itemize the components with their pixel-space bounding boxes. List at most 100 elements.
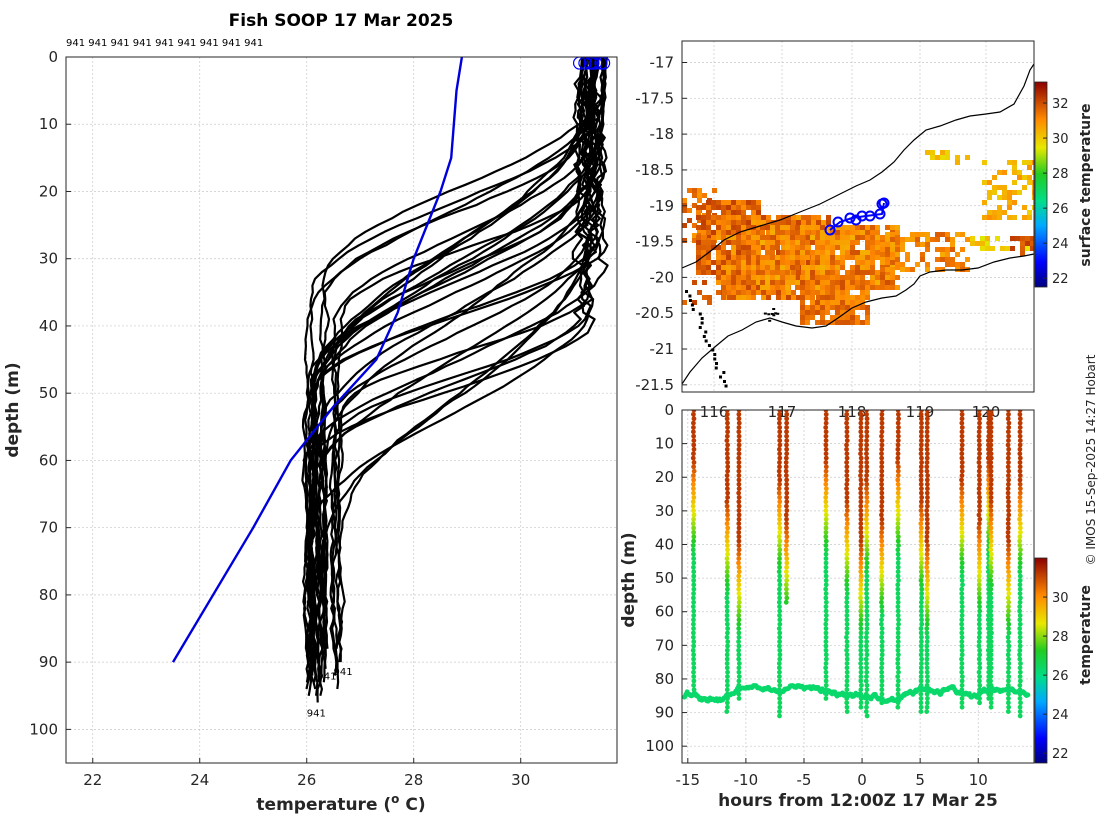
sst-pixel: [796, 275, 801, 280]
island: [722, 371, 726, 374]
section-point: [777, 499, 783, 505]
section-point: [777, 556, 782, 561]
section-point: [736, 634, 742, 640]
sst-pixel: [1020, 236, 1025, 241]
section-point: [823, 547, 829, 553]
sst-pixel: [785, 265, 790, 270]
island: [702, 335, 706, 338]
section-point: [924, 634, 930, 640]
section-point: [858, 604, 864, 610]
sst-pixel: [840, 265, 845, 270]
section-point: [925, 543, 930, 548]
section-point: [777, 608, 783, 614]
section-point: [1006, 647, 1012, 653]
section-point: [1017, 696, 1023, 701]
section-point: [1006, 508, 1011, 513]
sst-pixel: [721, 245, 726, 250]
sst-pixel: [760, 275, 765, 280]
section-point: [918, 674, 924, 679]
sst-pixel: [880, 270, 885, 275]
section-point: [864, 556, 869, 561]
sst-pixel: [706, 230, 711, 235]
sst-pixel: [776, 290, 781, 295]
section-point: [858, 621, 864, 627]
sst-pixel: [870, 265, 875, 270]
sst-pixel: [785, 270, 790, 275]
y-tick-label: 80: [39, 586, 58, 604]
sst-pixel: [950, 262, 955, 267]
section-point: [918, 700, 924, 706]
sst-pixel: [885, 225, 890, 230]
section-point: [924, 652, 930, 658]
section-point: [919, 420, 924, 426]
sst-pixel: [965, 155, 970, 160]
sst-pixel: [811, 255, 816, 260]
x-axis-label: temperature (o C): [256, 792, 425, 815]
sst-pixel: [765, 275, 770, 280]
sst-pixel: [925, 150, 930, 155]
sst-pixel: [900, 237, 905, 242]
sst-pixel: [696, 235, 701, 240]
sst-pixel: [945, 257, 950, 262]
island: [715, 362, 719, 365]
sst-pixel: [815, 285, 820, 290]
section-point: [976, 455, 982, 461]
sst-pixel: [982, 160, 987, 165]
section-point: [844, 704, 850, 710]
section-point: [783, 582, 789, 588]
sst-pixel: [970, 236, 975, 241]
section-point: [925, 578, 930, 583]
section-point: [1025, 692, 1031, 698]
section-point: [1018, 547, 1023, 553]
section-point: [864, 543, 870, 548]
sst-pixel: [800, 310, 805, 315]
section-point: [977, 451, 982, 457]
section-point: [691, 599, 697, 605]
sst-pixel: [1030, 246, 1034, 251]
sst-pixel: [726, 275, 731, 280]
sst-pixel: [761, 295, 766, 300]
sst-pixel: [790, 250, 795, 255]
section-point: [988, 495, 994, 500]
section-point: [895, 591, 901, 596]
sst-pixel: [760, 285, 765, 290]
section-point: [1017, 608, 1023, 614]
section-point: [919, 661, 924, 666]
section-point: [724, 665, 730, 671]
section-point: [777, 495, 782, 500]
sst-pixel: [940, 257, 945, 262]
section-point: [976, 621, 982, 627]
section-point: [784, 486, 790, 492]
section-point: [976, 429, 982, 435]
section-point: [959, 564, 965, 570]
section-point: [864, 464, 870, 470]
sst-pixel: [875, 245, 880, 250]
sst-pixel: [716, 225, 721, 230]
sst-pixel: [845, 225, 850, 230]
section-point: [864, 647, 870, 653]
section-x-tick-label: 5: [915, 771, 925, 789]
section-point: [924, 709, 930, 714]
cb-tick-label: 26: [1052, 669, 1069, 684]
section-point: [959, 661, 965, 666]
sst-pixel: [697, 193, 702, 198]
section-point: [924, 573, 930, 579]
sst-pixel: [780, 280, 785, 285]
section-point: [725, 495, 730, 500]
sst-pixel: [766, 220, 771, 225]
section-point: [918, 538, 924, 544]
sst-pixel: [940, 150, 945, 155]
sst-pixel: [716, 245, 721, 250]
sst-pixel: [770, 260, 775, 265]
section-point: [691, 652, 697, 658]
sst-pixel: [726, 220, 731, 225]
sst-pixel: [870, 275, 875, 280]
section-point: [776, 446, 782, 452]
map-y-tick-label: -20: [650, 268, 675, 286]
section-point: [895, 538, 901, 544]
section-point: [976, 512, 982, 518]
section-point: [691, 460, 697, 465]
section-point: [725, 586, 730, 592]
sst-pixel: [1012, 165, 1017, 170]
